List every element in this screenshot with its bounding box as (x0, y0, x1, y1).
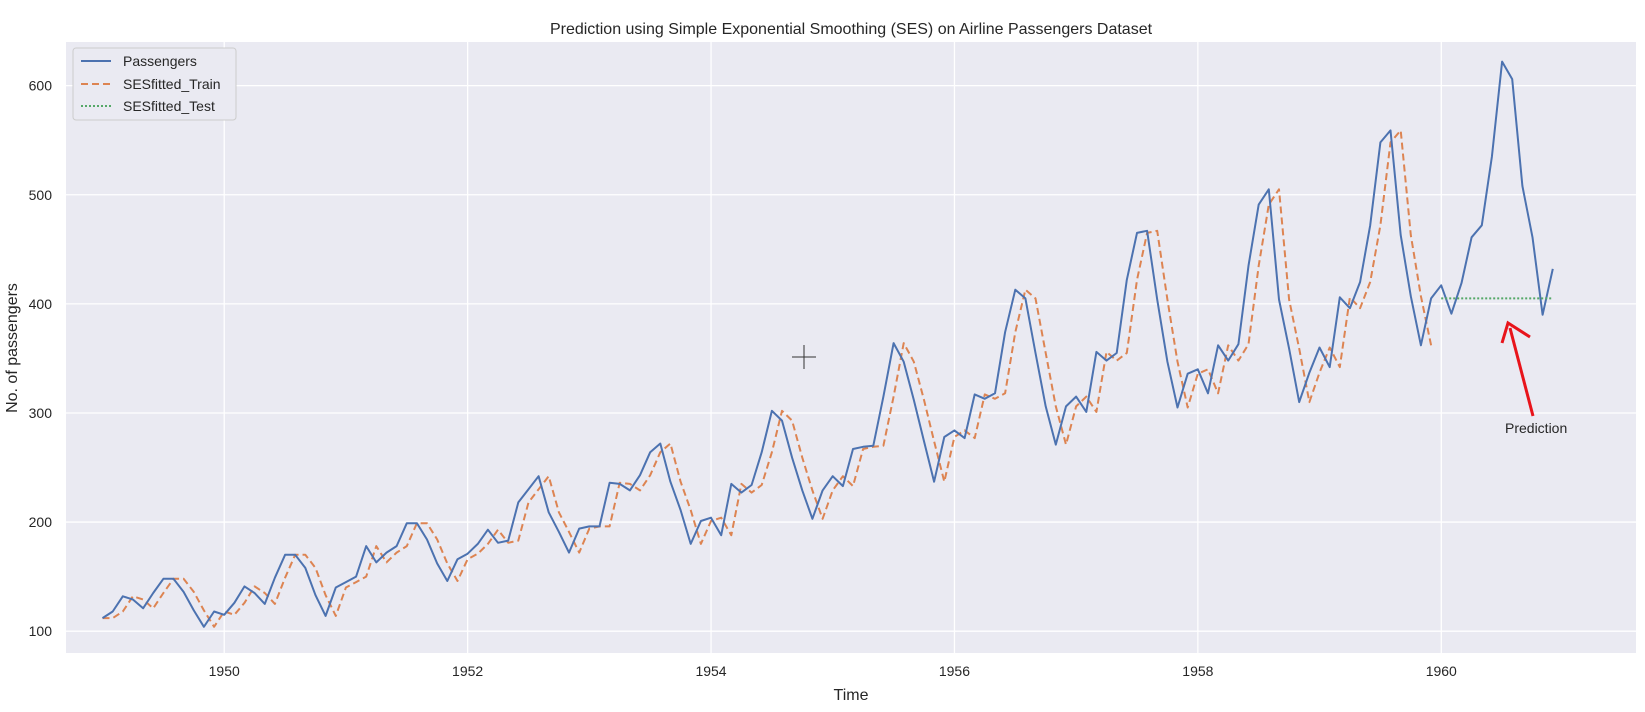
y-tick-label: 600 (29, 78, 53, 94)
x-tick-label: 1958 (1182, 663, 1213, 679)
legend-label-sesfitted-test: SESfitted_Test (123, 98, 215, 114)
legend: Passengers SESfitted_Train SESfitted_Tes… (72, 47, 237, 121)
y-tick-label: 100 (29, 623, 53, 639)
x-tick-label: 1960 (1426, 663, 1457, 679)
crosshair-cursor (792, 345, 816, 369)
x-tick-label: 1956 (939, 663, 970, 679)
x-tick-label: 1952 (452, 663, 483, 679)
plot-area (66, 42, 1636, 653)
series-line-passengers (101, 60, 1554, 628)
y-tick-label: 300 (29, 405, 53, 421)
x-axis-label: Time (834, 687, 869, 704)
tick-labels: 1950 1952 1954 1956 1958 1960 100 200 300 400 500 6… (29, 78, 1457, 679)
prediction-annotation: Prediction (1500, 320, 1567, 436)
prediction-arrowhead (1500, 320, 1531, 344)
prediction-label: Prediction (1505, 420, 1567, 436)
x-tick-label: 1954 (695, 663, 726, 679)
y-tick-label: 400 (29, 296, 53, 312)
legend-label-passengers: Passengers (123, 53, 197, 69)
legend-box (72, 47, 237, 121)
y-tick-label: 500 (29, 187, 53, 203)
x-tick-label: 1950 (209, 663, 240, 679)
chart-title: Prediction using Simple Exponential Smoo… (550, 21, 1153, 38)
series-line-sesfitted-train (102, 129, 1433, 628)
legend-label-sesfitted-train: SESfitted_Train (123, 76, 221, 92)
y-axis-label: No. of passengers (4, 283, 21, 413)
series-layer (101, 60, 1554, 628)
y-tick-label: 200 (29, 514, 53, 530)
prediction-arrow (1508, 327, 1535, 417)
